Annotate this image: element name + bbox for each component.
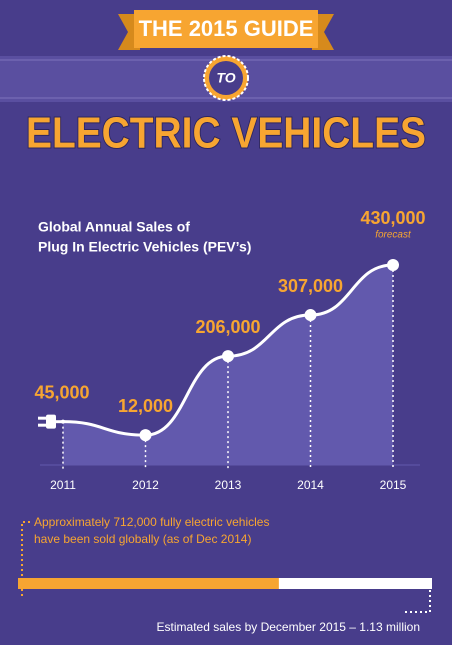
chart-title: Global Annual Sales of <box>38 219 190 235</box>
point <box>387 259 399 271</box>
progress-fill <box>18 578 279 589</box>
header-line: THE 2015 GUIDE <box>139 16 314 41</box>
value-label: 45,000 <box>34 382 89 402</box>
progress <box>18 578 432 589</box>
value-label: 307,000 <box>278 276 343 296</box>
chart-title: Plug In Electric Vehicles (PEV’s) <box>38 239 251 255</box>
value-label: 206,000 <box>195 317 260 337</box>
note-text: have been sold globally (as of Dec 2014) <box>34 532 251 546</box>
value-label: 12,000 <box>118 396 173 416</box>
footer-leader <box>404 590 431 613</box>
plug-pin <box>38 416 47 420</box>
main-title: ELECTRIC VEHICLES <box>26 109 426 158</box>
value-label: 430,000 <box>360 208 425 228</box>
point <box>222 350 234 363</box>
x-tick-label: 2014 <box>297 478 324 492</box>
chart: 2011 45,000 2012 12,000 2013 206,000 2014 307,0… <box>34 208 425 492</box>
area <box>63 265 393 465</box>
plug-pin <box>38 423 47 427</box>
footer-text: Estimated sales by December 2015 – 1.13 … <box>157 620 420 634</box>
point <box>139 429 152 442</box>
ribbon <box>134 10 318 48</box>
x-tick-label: 2015 <box>380 478 407 492</box>
point <box>304 309 317 322</box>
x-tick-label: 2011 <box>50 478 76 492</box>
point <box>61 419 65 424</box>
x-tick-label: 2013 <box>215 478 242 492</box>
badge-inner <box>209 61 243 95</box>
annotation: forecast <box>375 230 412 241</box>
note-text: Approximately 712,000 fully electric veh… <box>34 515 269 529</box>
badge-text: TO <box>216 70 235 86</box>
x-tick-label: 2012 <box>132 478 159 492</box>
plug-body <box>46 414 56 429</box>
